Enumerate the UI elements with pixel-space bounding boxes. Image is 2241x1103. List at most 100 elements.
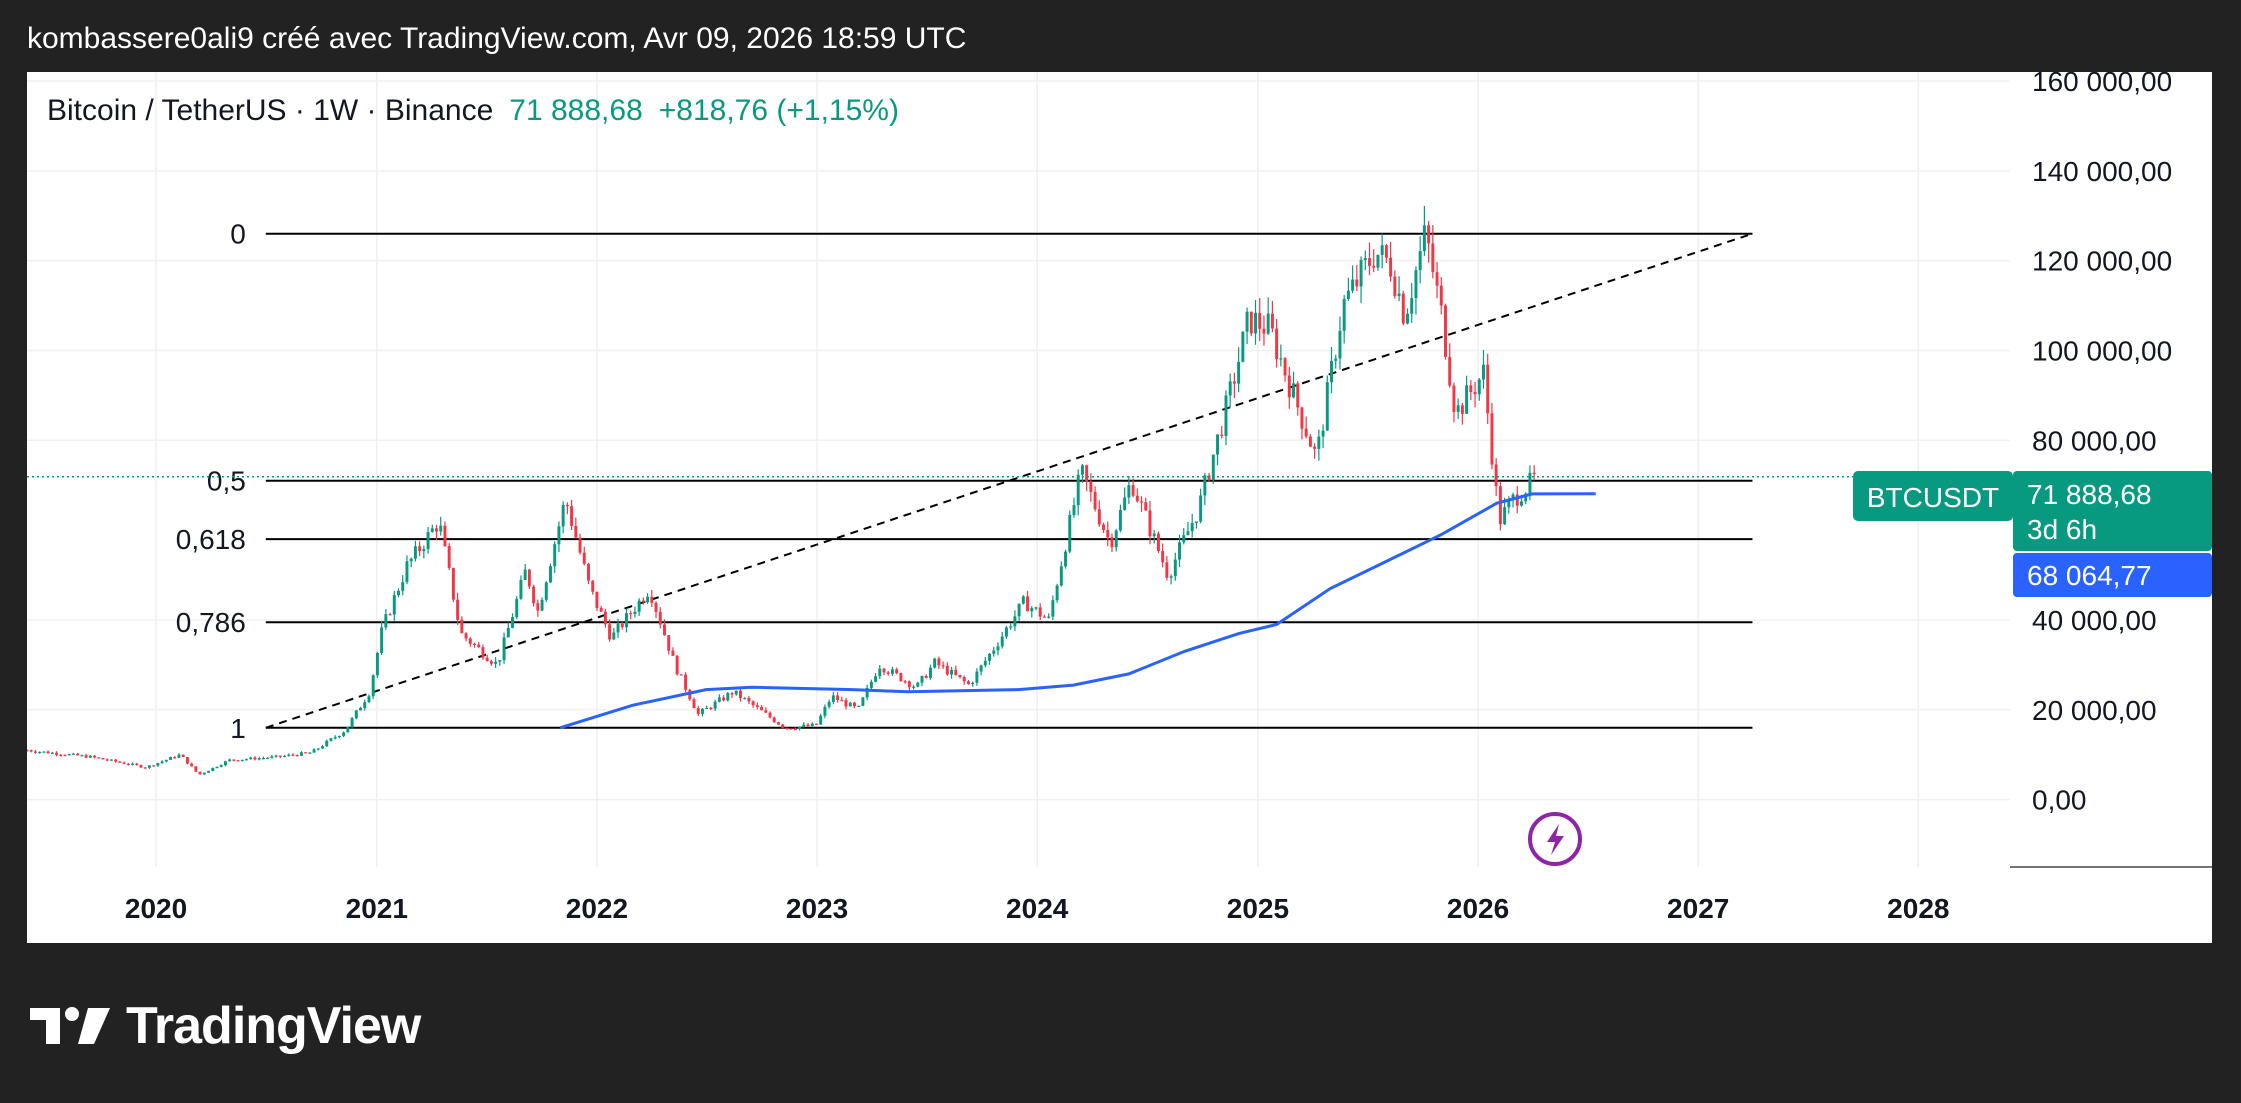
candle-down: [1308, 433, 1312, 447]
candle-body: [1228, 381, 1232, 396]
y-tick-label: 40 000,00: [2032, 605, 2157, 636]
candle-body: [717, 697, 721, 702]
candle-down: [418, 541, 422, 557]
candle-up: [422, 545, 426, 559]
candle-down: [1355, 265, 1359, 292]
candle-body: [55, 752, 59, 755]
candle-up: [164, 759, 168, 763]
candle-body: [1051, 600, 1055, 617]
candle-body: [101, 757, 105, 760]
candle-down: [789, 728, 793, 730]
candle-body: [591, 580, 595, 592]
time-axis[interactable]: 2020 2021 2022 2023 2024 2025 2026 2027 2028: [125, 893, 1950, 924]
candle-body: [916, 682, 920, 687]
candle-body: [515, 598, 519, 618]
candle-up: [920, 675, 924, 687]
candle-body: [713, 701, 717, 709]
candle-body: [1330, 360, 1333, 383]
candle-up: [848, 701, 852, 707]
candle-body: [878, 668, 882, 677]
tradingview-logo[interactable]: TradingView: [30, 997, 421, 1055]
symbol-title[interactable]: Bitcoin / TetherUS · 1W · Binance: [47, 94, 494, 127]
candle-down: [599, 605, 603, 612]
candle-body: [139, 764, 143, 768]
candle-down: [962, 675, 966, 685]
candle-up: [1055, 583, 1059, 603]
candle-body: [996, 646, 1000, 651]
candle-down: [291, 753, 295, 757]
fibonacci-retracement[interactable]: 0 0,5 0,618 0,786 1: [176, 219, 1753, 744]
candle-body: [637, 600, 641, 612]
candle-up: [409, 557, 413, 568]
candle-down: [895, 667, 899, 675]
candle-body: [684, 674, 688, 690]
candle-body: [1427, 225, 1431, 244]
price-axis[interactable]: 160 000,00 140 000,00 120 000,00 100 000,00…: [2032, 72, 2172, 816]
candle-body: [827, 701, 831, 707]
candle-down: [59, 754, 63, 757]
candle-down: [451, 567, 455, 603]
candle-body: [1266, 313, 1270, 334]
candle-down: [185, 756, 189, 765]
candle-body: [675, 655, 679, 675]
candle-body: [1207, 475, 1211, 481]
candle-body: [751, 701, 755, 706]
candle-up: [308, 752, 312, 754]
candle-down: [582, 546, 586, 566]
candle-up: [549, 563, 552, 584]
lightning-bolt-icon[interactable]: [1528, 812, 1582, 866]
candle-body: [316, 748, 320, 750]
candle-body: [747, 697, 751, 702]
candle-body: [1064, 551, 1068, 567]
candle-up: [342, 731, 346, 738]
candle-body: [198, 771, 202, 775]
candle-body: [1089, 481, 1093, 492]
candle-body: [540, 599, 544, 611]
candle-up: [502, 632, 506, 664]
candle-body: [844, 700, 848, 707]
candle-down: [937, 656, 941, 670]
tradingview-logo-icon: [30, 1007, 110, 1044]
candle-body: [1241, 331, 1245, 362]
candle-down: [840, 696, 844, 702]
trend-line[interactable]: [265, 232, 1753, 729]
candle-down: [33, 750, 37, 754]
x-tick-label: 2025: [1227, 893, 1289, 924]
candle-body: [671, 650, 675, 656]
candle-down: [1144, 497, 1148, 512]
candle-body: [126, 763, 130, 766]
candle-down: [1439, 277, 1443, 315]
candle-up: [713, 699, 717, 712]
candle-up: [865, 684, 869, 701]
symbol-legend[interactable]: Bitcoin / TetherUS · 1W · Binance 71 888…: [47, 94, 899, 128]
chart-panel[interactable]: 0 0,5 0,618 0,786 1 160 000,00 140 000,00 120 …: [27, 72, 2212, 943]
candle-down: [473, 642, 476, 648]
candle-body: [1080, 465, 1084, 475]
candle-body: [810, 723, 814, 727]
candle-body: [882, 668, 886, 673]
candle-body: [1482, 364, 1485, 380]
candle-up: [819, 713, 823, 725]
candle-body: [131, 763, 135, 765]
candle-down: [1085, 464, 1089, 492]
candle-body: [1118, 509, 1122, 531]
candle-body: [494, 661, 498, 664]
candle-body: [468, 638, 472, 644]
candle-body: [223, 761, 227, 766]
candle-up: [861, 696, 865, 707]
candle-down: [1313, 443, 1317, 459]
candle-down: [629, 610, 633, 620]
candle-body: [185, 757, 189, 764]
price-chart[interactable]: 0 0,5 0,618 0,786 1 160 000,00 140 000,00 120 …: [27, 72, 2212, 943]
candle-body: [42, 751, 46, 753]
candle-up: [1292, 371, 1295, 399]
candle-down: [899, 672, 903, 682]
candle-body: [709, 707, 713, 710]
candle-body: [430, 528, 434, 532]
candle-body: [903, 681, 907, 683]
candle-body: [413, 546, 417, 559]
candle-down: [692, 697, 696, 709]
candle-body: [485, 657, 489, 662]
candle-down: [1486, 353, 1490, 425]
candle-up: [1477, 378, 1481, 401]
